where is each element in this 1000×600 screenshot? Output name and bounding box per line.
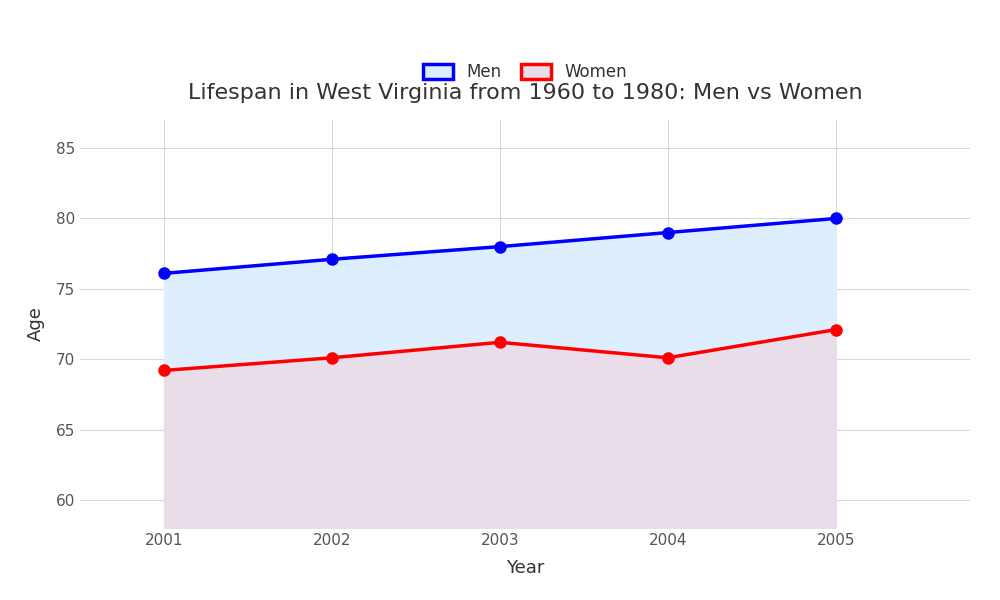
Legend: Men, Women: Men, Women — [414, 55, 636, 89]
Y-axis label: Age: Age — [27, 307, 45, 341]
Title: Lifespan in West Virginia from 1960 to 1980: Men vs Women: Lifespan in West Virginia from 1960 to 1… — [188, 83, 862, 103]
X-axis label: Year: Year — [506, 559, 544, 577]
